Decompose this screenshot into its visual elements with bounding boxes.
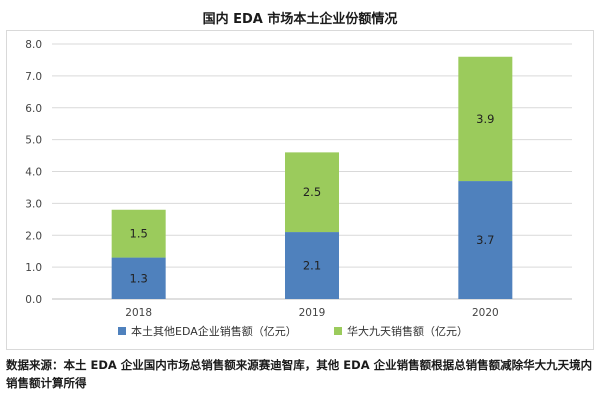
y-tick-label: 3.0 [25,198,42,210]
bar-empyrean-2020 [458,56,513,182]
y-tick-label: 7.0 [25,71,42,83]
y-tick-label: 4.0 [25,167,42,179]
legend-swatch [118,327,126,335]
legend-label: 华大九天销售额（亿元） [347,324,468,338]
chart-title: 国内 EDA 市场本土企业份额情况 [202,12,398,27]
bar-empyrean-2018 [111,209,166,258]
data-label: 1.3 [130,271,148,285]
chart-frame [6,30,594,350]
x-tick-label: 2020 [472,307,499,319]
bar-local-other-2018 [111,257,166,299]
data-label: 3.9 [476,112,494,126]
y-tick-label: 8.0 [25,39,42,51]
data-label: 2.5 [303,185,321,199]
y-tick-label: 5.0 [25,135,42,147]
bar-local-other-2019 [285,232,339,299]
data-label: 2.1 [303,259,321,273]
legend-label: 本土其他EDA企业销售额（亿元） [131,324,297,338]
y-tick-label: 0.0 [25,294,42,306]
y-tick-label: 1.0 [25,262,42,274]
source-note: 数据来源：本土 EDA 企业国内市场总销售额来源赛迪智库，其他 EDA 企业销售… [6,358,593,390]
bar-local-other-2020 [458,181,513,299]
y-tick-label: 6.0 [25,103,42,115]
x-tick-label: 2018 [125,307,152,319]
y-tick-label: 2.0 [25,230,42,242]
bar-empyrean-2019 [285,152,339,233]
x-tick-label: 2019 [299,307,326,319]
data-label: 1.5 [130,227,148,241]
legend-swatch [334,327,342,335]
data-label: 3.7 [476,233,494,247]
stacked-bar-chart: 0.0 1.0 2.0 3.0 4.0 5.0 6.0 7.0 8.0 1.3 1.5 2018 2.1… [25,39,572,338]
